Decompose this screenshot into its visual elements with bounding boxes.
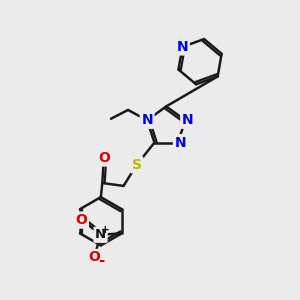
Text: O: O — [89, 250, 100, 265]
Text: O: O — [98, 151, 110, 165]
Text: +: + — [101, 225, 110, 235]
Text: O: O — [76, 213, 87, 227]
Text: S: S — [132, 158, 142, 172]
Text: N: N — [95, 228, 106, 241]
Text: N: N — [177, 40, 188, 54]
Text: N: N — [175, 136, 186, 150]
Text: N: N — [141, 113, 153, 127]
Text: -: - — [98, 253, 104, 268]
Text: N: N — [182, 113, 194, 127]
